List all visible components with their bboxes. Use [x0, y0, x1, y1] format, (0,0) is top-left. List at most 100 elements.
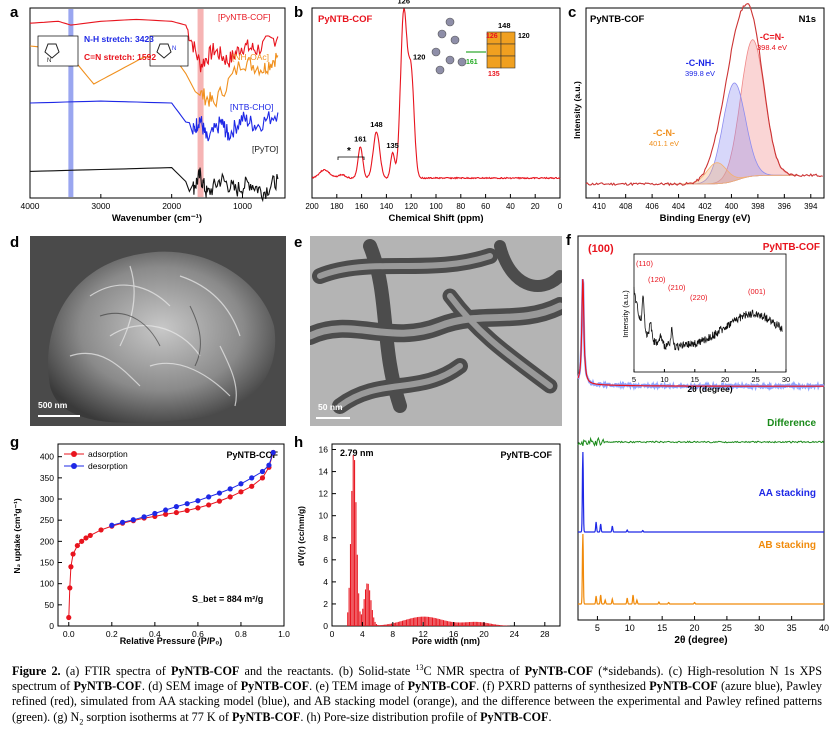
pore-size-bar [363, 599, 365, 626]
pore-size-bar [351, 490, 353, 626]
pore-size-bar [406, 619, 408, 626]
nmr-x-tick-label: 120 [405, 202, 419, 211]
pore-size-bar [347, 612, 349, 626]
pore-size-bar [349, 544, 352, 626]
pore-size-bar [386, 624, 388, 626]
pore-size-bar [452, 622, 454, 626]
isotherm-point [163, 507, 169, 513]
nmr-x-tick-label: 0 [558, 202, 563, 211]
isotherm-point [249, 483, 255, 489]
pore-size-bar [458, 622, 460, 626]
pore-size-bar [503, 625, 505, 626]
xps-envelope-line [585, 3, 823, 187]
pore-size-bar [369, 590, 371, 626]
isotherm-y-tick-label: 250 [40, 515, 54, 525]
sem-scale-bar-label: 500 nm [38, 400, 68, 410]
isotherm-x-tick-label: 0.6 [192, 629, 204, 639]
pore-size-bar [384, 624, 386, 626]
pore-size-bar [380, 625, 382, 626]
pore-size-bar [448, 621, 450, 626]
pore-title: PyNTB-COF [501, 450, 553, 460]
pore-size-bar [464, 622, 466, 626]
xps-energy-cn-double: 398.4 eV [757, 43, 787, 52]
isotherm-y-tick-label: 50 [45, 600, 55, 610]
xps-x-tick-label: 404 [672, 202, 686, 211]
pore-size-bar [470, 621, 472, 626]
pore-size-bar [388, 624, 390, 626]
pore-size-bar [499, 625, 501, 626]
isotherm-point [270, 449, 276, 456]
nh-stretch-annotation: N-H stretch: 3423 [84, 34, 154, 44]
pore-y-tick-label: 14 [319, 467, 329, 477]
panel-label-f: f [566, 232, 571, 249]
pore-x-tick-label: 20 [479, 629, 489, 639]
isotherm-point [184, 507, 190, 514]
pore-size-bar [370, 600, 372, 626]
caption-text: (a) FTIR spectra of [60, 664, 171, 679]
ftir-series-line [29, 18, 279, 73]
nmr-x-tick-label: 200 [305, 202, 319, 211]
xps-energy-cn: 401.1 eV [649, 139, 679, 148]
inset-x-tick-label: 5 [632, 375, 636, 384]
isotherm-point [173, 509, 179, 516]
pxrd-chart: PyNTB-COF (100) Difference AA stacking A… [577, 235, 829, 646]
panel-label-d: d [10, 234, 20, 251]
legend-desorption: desorption [88, 461, 128, 471]
pxrd-peak-100: (100) [588, 243, 614, 255]
legend-pyto: [PyTO] [252, 144, 278, 154]
isotherm-point [83, 535, 89, 541]
isotherm-x-tick-label: 0.4 [149, 629, 161, 639]
nmr-x-tick-label: 100 [429, 202, 443, 211]
isotherm-point [152, 510, 158, 517]
legend-nh4oac: [NH₄OAc] [232, 52, 269, 62]
panel-h-pore-size: h PyNTB-COF 2.79 nm 0 4 8 12 16 20 24 28 0 2 4 6 8 10… [290, 432, 566, 650]
pore-size-bar [488, 623, 490, 626]
pore-size-bar [474, 621, 476, 626]
isotherm-point [130, 517, 136, 523]
caption-superscript: 13 [415, 663, 424, 672]
ftir-x-tick-label: 3000 [91, 201, 110, 211]
pore-y-tick-label: 4 [323, 577, 328, 587]
pore-size-bar [479, 622, 481, 626]
caption-cof-name: PyNTB-COF [231, 709, 301, 724]
pore-size-bar [352, 455, 354, 626]
pore-size-bar [496, 624, 498, 626]
svg-text:N: N [47, 58, 51, 64]
xps-component-peak [665, 162, 798, 185]
pore-size-bar [462, 622, 464, 626]
isotherm-point [67, 585, 73, 591]
pore-size-bar [411, 618, 413, 626]
pxrd-x-tick-label: 5 [595, 623, 600, 633]
molecule-structure-sketch: 148 126 120 161 135 [431, 17, 530, 78]
caption-cof-name: PyNTB-COF [170, 664, 240, 679]
panel-f-pxrd: f PyNTB-COF (100) Difference AA stacking… [566, 230, 830, 650]
pore-size-bar [425, 616, 427, 626]
isotherm-point [68, 564, 74, 570]
pore-size-bar [438, 619, 440, 626]
isotherm-point [109, 522, 115, 528]
isotherm-point [216, 498, 223, 504]
nmr-xlabel: Chemical Shift (ppm) [388, 213, 483, 224]
ftir-series-line [29, 167, 279, 203]
pore-size-bar [453, 622, 455, 626]
xps-xlabel: Binding Energy (eV) [660, 213, 751, 224]
pore-size-bar [468, 622, 471, 626]
pore-size-bar [385, 624, 387, 626]
isotherm-title: PyNTB-COF [227, 450, 279, 460]
xps-x-tick-label: 400 [725, 202, 739, 211]
pore-size-bar [430, 617, 432, 626]
pore-size-bar [373, 617, 375, 626]
pxrd-x-tick-label: 35 [787, 623, 797, 633]
caption-cof-name: PyNTB-COF [524, 664, 594, 679]
pore-size-bar [486, 623, 488, 626]
nmr-peak-label: 126 [398, 0, 411, 6]
pore-size-bar [423, 616, 425, 626]
inset-x-tick-label: 25 [751, 375, 759, 384]
pore-size-bar [395, 622, 397, 626]
pxrd-xlabel: 2θ (degree) [674, 635, 727, 646]
pore-size-bar [366, 583, 368, 626]
pore-size-bar [501, 625, 503, 626]
pore-size-bar [408, 618, 410, 626]
sem-image: 500 nm [30, 236, 286, 426]
isotherm-point [173, 504, 179, 510]
